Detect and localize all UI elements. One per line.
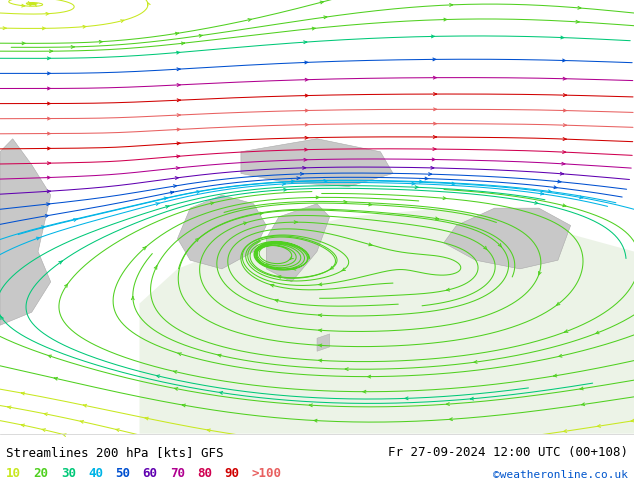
Polygon shape xyxy=(241,139,393,187)
Text: 60: 60 xyxy=(143,467,158,480)
Text: 70: 70 xyxy=(170,467,185,480)
Text: 90: 90 xyxy=(224,467,240,480)
Text: 20: 20 xyxy=(34,467,49,480)
Text: Fr 27-09-2024 12:00 UTC (00+108): Fr 27-09-2024 12:00 UTC (00+108) xyxy=(387,446,628,459)
Text: 50: 50 xyxy=(115,467,131,480)
Polygon shape xyxy=(317,334,330,351)
Polygon shape xyxy=(178,195,266,269)
Polygon shape xyxy=(139,208,634,434)
Text: ©weatheronline.co.uk: ©weatheronline.co.uk xyxy=(493,470,628,480)
Text: 40: 40 xyxy=(88,467,103,480)
Polygon shape xyxy=(266,204,330,282)
Text: 30: 30 xyxy=(61,467,76,480)
Polygon shape xyxy=(0,139,51,325)
Text: 80: 80 xyxy=(197,467,212,480)
Polygon shape xyxy=(444,208,571,269)
Text: Streamlines 200 hPa [kts] GFS: Streamlines 200 hPa [kts] GFS xyxy=(6,446,224,459)
Text: >100: >100 xyxy=(252,467,281,480)
Text: 10: 10 xyxy=(6,467,22,480)
